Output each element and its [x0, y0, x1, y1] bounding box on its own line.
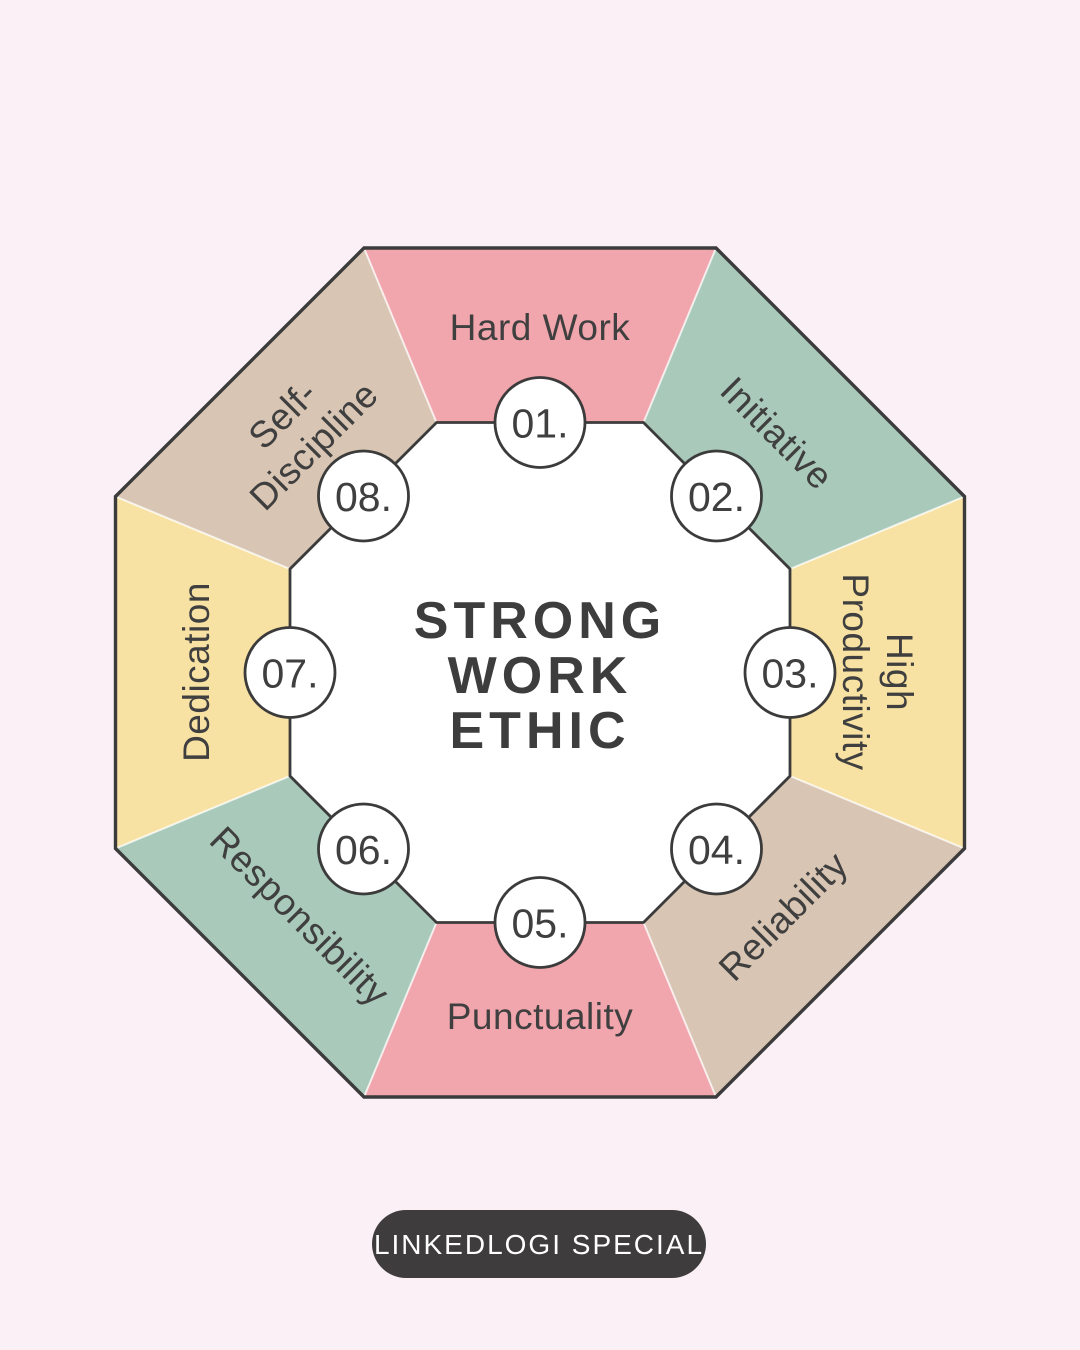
segment-divider — [363, 922, 438, 1098]
number-markers: 01. 02. 03. 04. 05. 06. 07. 08. — [243, 376, 837, 969]
segment-label-line: High — [879, 633, 920, 711]
number-circle-02 — [670, 449, 763, 543]
number-text-04: 04. — [688, 827, 745, 873]
number-text-07: 07. — [262, 650, 319, 696]
number-text-01: 01. — [512, 400, 569, 446]
segment-label-hard-work: Hard Work — [450, 307, 631, 348]
number-circle-03 — [743, 626, 837, 719]
title-line-1: STRONG — [414, 592, 666, 650]
number-circle-08 — [317, 449, 410, 543]
segment-label-line: Productivity — [835, 573, 876, 770]
segment-divider — [789, 495, 965, 570]
segment-divider — [642, 247, 717, 423]
title-line-2: WORK — [448, 647, 633, 705]
segment-shape-dedication — [115, 496, 290, 849]
segment-label-dedication: Dedication — [176, 582, 217, 762]
segment-divider — [789, 775, 965, 850]
segment-shape-high-productivity — [790, 496, 965, 849]
badge-label: LINKEDLOGI SPECIAL — [374, 1229, 704, 1260]
segment-shape-punctuality — [364, 922, 716, 1097]
badge-pill — [372, 1210, 706, 1278]
number-text-06: 06. — [335, 827, 392, 873]
title-line-3: ETHIC — [450, 702, 631, 760]
number-circle-04 — [670, 802, 763, 896]
number-text-05: 05. — [512, 900, 569, 946]
segment-label-punctuality: Punctuality — [447, 996, 634, 1037]
segment-label-high-productivity: High Productivity — [835, 573, 920, 770]
number-text-03: 03. — [762, 650, 819, 696]
number-text-08: 08. — [335, 474, 392, 520]
segment-divider — [363, 247, 438, 423]
number-circle-06 — [317, 802, 410, 896]
number-text-02: 02. — [688, 474, 745, 520]
brand-badge: LINKEDLOGI SPECIAL — [372, 1210, 706, 1278]
segment-divider — [115, 775, 291, 850]
segment-divider — [642, 922, 717, 1098]
number-circle-01 — [493, 376, 587, 469]
number-circle-07 — [243, 626, 337, 719]
segment-shape-hard-work — [364, 248, 716, 423]
segment-divider — [115, 495, 291, 570]
number-circle-05 — [493, 876, 587, 969]
page-title: STRONG WORK ETHIC — [414, 592, 666, 760]
outer-octagon-border — [113, 246, 967, 1099]
